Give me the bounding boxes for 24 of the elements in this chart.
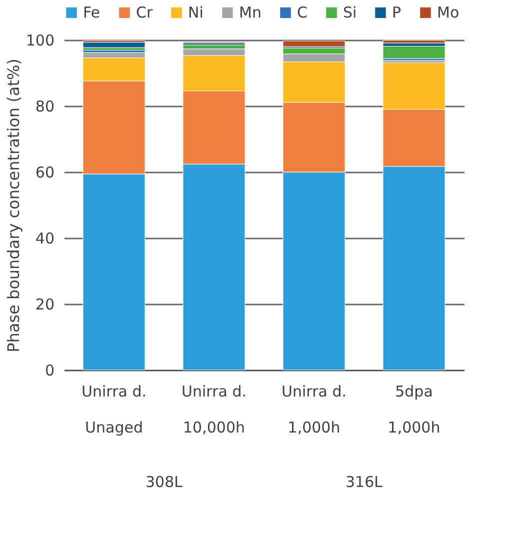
category-label: Unirra d. Unaged	[82, 382, 146, 436]
y-tick-label: 60	[35, 164, 54, 182]
text: 308L	[146, 473, 184, 491]
bar	[382, 40, 446, 44]
y-tick-label: 0	[44, 362, 54, 380]
category-label: 5dpa 1,000h	[388, 382, 440, 436]
legend-label: Fe	[83, 4, 100, 22]
legend-label: Mo	[437, 4, 460, 22]
legend-label: C	[297, 4, 308, 22]
category-label: Unirra d. 1,000h	[282, 382, 346, 436]
text: 316L	[346, 473, 384, 491]
y-tick-label: 100	[26, 32, 54, 50]
y-tick-label: 80	[35, 98, 54, 116]
legend-label: P	[392, 4, 402, 22]
legend-label: Cr	[136, 4, 154, 22]
legend-label: Ni	[188, 4, 204, 22]
y-tick-label: 20	[35, 296, 54, 314]
bar	[382, 46, 446, 59]
y-axis-title: Phase boundary concentration (at%)	[4, 58, 23, 352]
y-tick-label: 40	[35, 230, 54, 248]
legend-label: Mn	[239, 4, 262, 22]
category-label: Unirra d. 10,000h	[182, 382, 246, 436]
bar	[82, 42, 146, 48]
legend-label: Si	[343, 4, 357, 22]
